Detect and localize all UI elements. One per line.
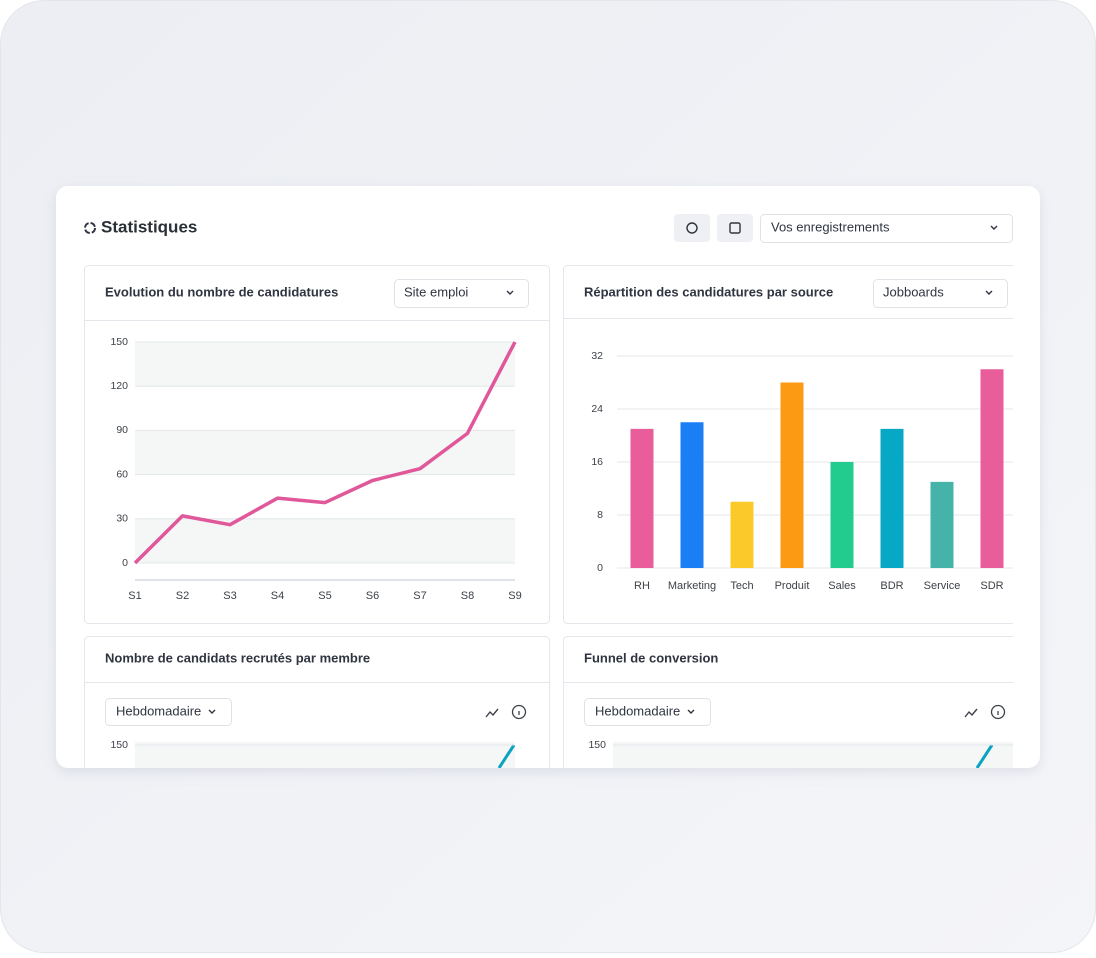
x-tick-label: S6 [366, 590, 379, 602]
page-title: Statistiques [101, 217, 197, 236]
panels: Evolution du nombre de candidatures Site… [84, 265, 1013, 768]
trend-icon[interactable] [485, 708, 499, 718]
y-tick-label: 8 [597, 509, 603, 521]
bar [980, 369, 1004, 568]
chevron [990, 225, 998, 230]
y-tick-label: 32 [591, 350, 603, 362]
save-icon [729, 222, 741, 234]
plot-area [613, 742, 1013, 768]
panel-title: Répartition des candidatures par source [584, 284, 833, 299]
records-dropdown[interactable] [760, 214, 1013, 243]
x-tick-label: S2 [176, 590, 189, 602]
info-icon[interactable] [511, 704, 527, 720]
dropdown-label: Hebdomadaire [116, 703, 201, 718]
y-tick-label: 150 [588, 739, 606, 751]
x-tick-label: S7 [413, 590, 426, 602]
save-button[interactable] [717, 214, 753, 242]
stats-icon [84, 222, 96, 234]
y-tick-label: 60 [116, 468, 128, 480]
panel-title: Funnel de conversion [584, 650, 718, 665]
x-tick-label: Sales [828, 580, 856, 592]
x-tick-label: Service [924, 580, 961, 592]
bar [780, 382, 804, 568]
y-tick-label: 0 [122, 557, 128, 569]
bar [930, 481, 954, 568]
x-tick-label: S1 [128, 590, 141, 602]
x-tick-label: S4 [271, 590, 284, 602]
y-tick-label: 24 [591, 403, 603, 415]
dropdown-label: Hebdomadaire [595, 703, 680, 718]
dropdown-label: Vos enregistrements [771, 219, 890, 234]
bar [830, 462, 854, 568]
share-button[interactable] [674, 214, 710, 242]
y-tick-label: 150 [110, 739, 128, 751]
filter-dropdown[interactable] [394, 279, 529, 308]
trend-icon[interactable] [964, 708, 978, 718]
x-tick-label: S8 [461, 590, 474, 602]
y-tick-label: 30 [116, 513, 128, 525]
info-icon[interactable] [990, 704, 1006, 720]
panel [563, 636, 1013, 768]
y-tick-label: 16 [591, 456, 603, 468]
y-tick-label: 150 [110, 336, 128, 348]
panel-title: Evolution du nombre de candidatures [105, 284, 338, 299]
chevron [506, 290, 514, 295]
x-tick-label: S9 [508, 590, 521, 602]
x-tick-label: Produit [775, 580, 810, 592]
y-tick-label: 0 [597, 562, 603, 574]
chevron [985, 290, 993, 295]
y-tick-label: 90 [116, 424, 128, 436]
x-tick-label: SDR [980, 580, 1003, 592]
bar [730, 501, 754, 568]
line-series [133, 341, 517, 565]
dropdown-label: Site emploi [404, 284, 468, 299]
line-fragment [497, 744, 516, 768]
share-icon [686, 222, 698, 234]
dropdown-label: Jobboards [883, 284, 944, 299]
x-tick-label: BDR [880, 580, 903, 592]
period-dropdown[interactable] [584, 698, 711, 726]
x-tick-label: S5 [318, 590, 331, 602]
x-tick-label: Marketing [668, 580, 716, 592]
x-tick-label: S3 [223, 590, 236, 602]
line-fragment [975, 744, 994, 768]
x-tick-label: RH [634, 580, 650, 592]
grid-band [135, 342, 515, 387]
chevron [687, 709, 695, 714]
grid-band [135, 518, 515, 563]
y-tick-label: 120 [110, 380, 128, 392]
panel-title: Nombre de candidats recrutés par membre [105, 650, 370, 665]
grid-band [135, 430, 515, 475]
bar [880, 428, 904, 568]
plot-area [135, 742, 515, 768]
chevron [208, 709, 216, 714]
bar [630, 428, 654, 568]
period-dropdown[interactable] [105, 698, 232, 726]
bar [680, 422, 704, 568]
x-tick-label: Tech [730, 580, 753, 592]
panel [84, 636, 550, 768]
filter-dropdown[interactable] [873, 279, 1008, 308]
